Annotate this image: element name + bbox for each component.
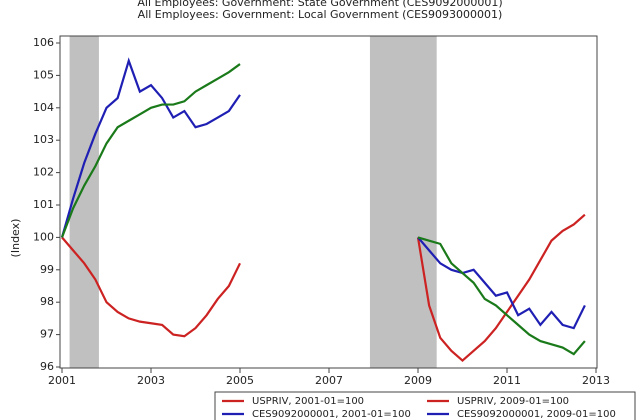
x-tick-label: 2011 [493,374,521,387]
x-tick-label: 2001 [48,374,76,387]
y-tick-label: 101 [33,198,54,211]
series-line [416,213,586,362]
legend [214,391,636,420]
x-tick-label: 2013 [582,374,610,387]
series-line [61,236,241,338]
legend-label: USPRIV, 2001-01=100 [252,396,364,407]
y-axis-label: (Index) [9,219,22,258]
series-line [60,63,241,238]
y-tick-label: 104 [33,101,54,114]
recession-shade [69,36,99,368]
series-line [417,236,586,330]
y-tick-label: 96 [40,360,54,373]
y-tick-label: 105 [33,68,54,81]
y-tick-label: 103 [33,133,54,146]
legend-label: CES9092000001, 2001-01=100 [252,409,411,420]
y-tick-label: 106 [33,36,54,49]
y-tick-label: 102 [33,166,54,179]
y-tick-label: 99 [40,263,54,276]
series-line [60,57,241,238]
x-tick-label: 2005 [226,374,254,387]
legend-label: USPRIV, 2009-01=100 [457,396,569,407]
x-tick-label: 2003 [137,374,165,387]
y-tick-label: 100 [33,230,54,243]
y-tick-label: 97 [40,328,54,341]
chart-title: All Employees: Government: State Governm… [137,0,502,9]
plot-frame [59,35,598,369]
y-tick-label: 98 [40,295,54,308]
legend-label: CES9092000001, 2009-01=100 [457,409,616,420]
chart-title: All Employees: Government: Local Governm… [138,8,503,21]
recession-shade [369,36,437,368]
series-line [417,236,586,356]
x-tick-label: 2007 [315,374,343,387]
x-tick-label: 2009 [404,374,432,387]
